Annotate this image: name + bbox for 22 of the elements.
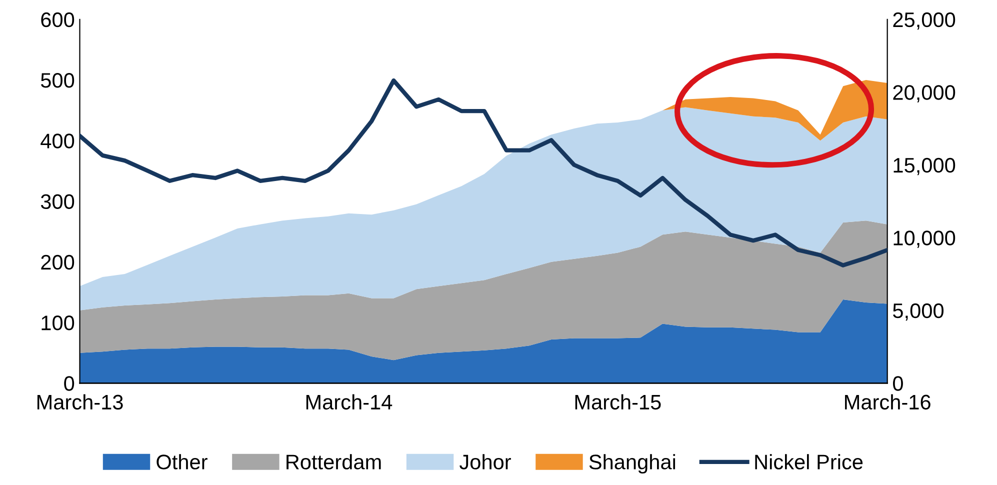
legend-label: Johor	[460, 454, 511, 470]
y2-tick-label: 0	[893, 376, 903, 391]
y-tick-label: 300	[40, 194, 74, 210]
y-tick-label: 600	[41, 12, 74, 28]
y-tick-label: 400	[40, 134, 74, 148]
x-tick-label: March-14	[306, 394, 392, 410]
x-tick-label: March-13	[37, 394, 123, 410]
y-tick-label: 100	[42, 316, 74, 330]
y2-tick-label: 20,000	[893, 85, 956, 102]
legend-label: Other	[156, 454, 208, 470]
x-tick-label: March-16	[845, 394, 930, 410]
y2-tick-label: 25,000	[893, 12, 956, 30]
y-tick-label: 500	[40, 73, 74, 88]
y2-tick-label: 10,000	[894, 230, 956, 248]
y-tick-label: 0	[64, 376, 74, 391]
legend-label: Shanghai	[589, 454, 676, 474]
y-tick-label: 200	[41, 254, 74, 270]
legend-label: Rotterdam	[286, 454, 381, 470]
y2-tick-label: 5,000	[893, 303, 944, 321]
legend-label: Nickel Price	[755, 454, 863, 470]
y2-tick-label: 15,000	[894, 158, 956, 176]
x-tick-label: March-15	[575, 394, 661, 410]
